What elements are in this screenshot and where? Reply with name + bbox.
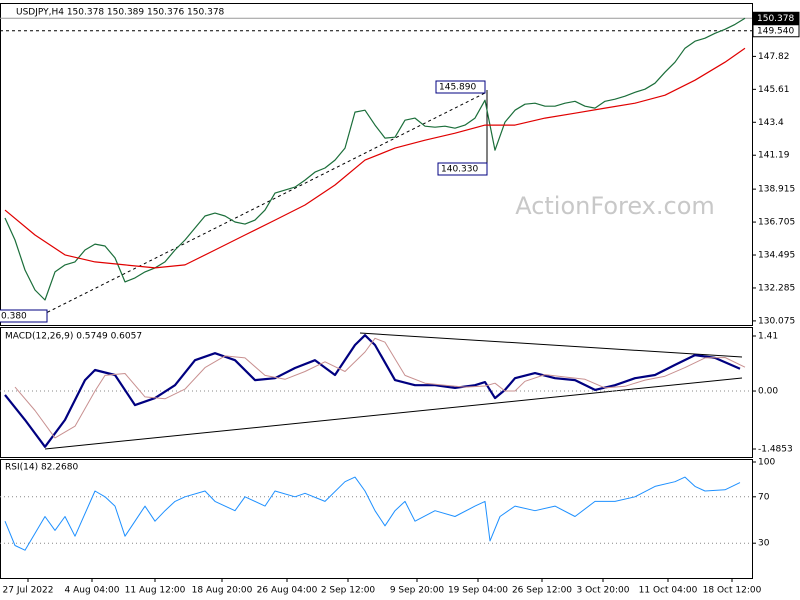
annotation-box (0, 309, 48, 323)
annotation-box (435, 80, 486, 94)
y-tick-label: 130.075 (758, 316, 795, 326)
watermark: ActionForex.com (515, 192, 715, 220)
price-label: 149.540 (757, 26, 794, 36)
price-label-box (752, 24, 800, 38)
series-line (4, 476, 741, 551)
annotation: 140.330 (441, 165, 478, 175)
x-tick-label: 18 Aug 20:00 (192, 586, 253, 596)
x-tick-label: 3 Oct 20:00 (577, 586, 630, 596)
annotation-box (437, 162, 488, 176)
x-tick-label: 27 Jul 2022 (3, 586, 54, 596)
series-line (4, 334, 741, 448)
y-tick-label: 132.285 (758, 283, 795, 293)
chart-title: USDJPY,H4 150.378 150.389 150.376 150.37… (16, 8, 225, 18)
annotation: 0.380 (1, 312, 27, 322)
x-tick-label: 18 Oct 12:00 (703, 586, 762, 596)
y-tick-label: 147.82 (758, 52, 790, 62)
series-line (4, 17, 746, 301)
price-label: 150.378 (757, 14, 794, 24)
y-tick-label: 136.705 (758, 218, 795, 228)
y-tick-label: 134.495 (758, 251, 795, 261)
trend-line (41, 91, 488, 316)
annotation: 145.890 (439, 83, 476, 93)
series-line (14, 337, 746, 439)
indicator-title: MACD(12,26,9) 0.5749 0.6057 (5, 332, 142, 342)
y-tick-label: 141.19 (758, 151, 790, 161)
trend-line (44, 377, 743, 450)
x-tick-label: 11 Aug 12:00 (125, 586, 186, 596)
y-tick-label: -1.4853 (758, 445, 793, 455)
indicator-title: RSI(14) 82.2680 (5, 463, 78, 473)
x-tick-label: 2 Sep 12:00 (321, 586, 376, 596)
y-tick-label: 70 (758, 492, 770, 502)
price-panel (0, 3, 753, 326)
y-tick-label: 100 (758, 458, 775, 468)
trend-line (359, 332, 743, 358)
rsi-panel (0, 459, 753, 579)
y-tick-label: 0.00 (758, 387, 778, 397)
y-tick-label: 145.61 (758, 85, 790, 95)
x-tick-label: 26 Aug 04:00 (257, 586, 318, 596)
x-tick-label: 9 Sep 20:00 (390, 586, 445, 596)
y-tick-label: 30 (758, 539, 770, 549)
y-tick-label: 143.4 (758, 118, 784, 128)
macd-panel (0, 327, 753, 458)
x-tick-label: 26 Sep 12:00 (512, 586, 572, 596)
x-tick-label: 4 Aug 04:00 (65, 586, 120, 596)
x-tick-label: 11 Oct 04:00 (639, 586, 698, 596)
y-tick-label: 1.41 (758, 332, 778, 342)
y-tick-label: 138.915 (758, 185, 795, 195)
x-tick-label: 19 Sep 04:00 (448, 586, 508, 596)
series-line (4, 47, 746, 269)
